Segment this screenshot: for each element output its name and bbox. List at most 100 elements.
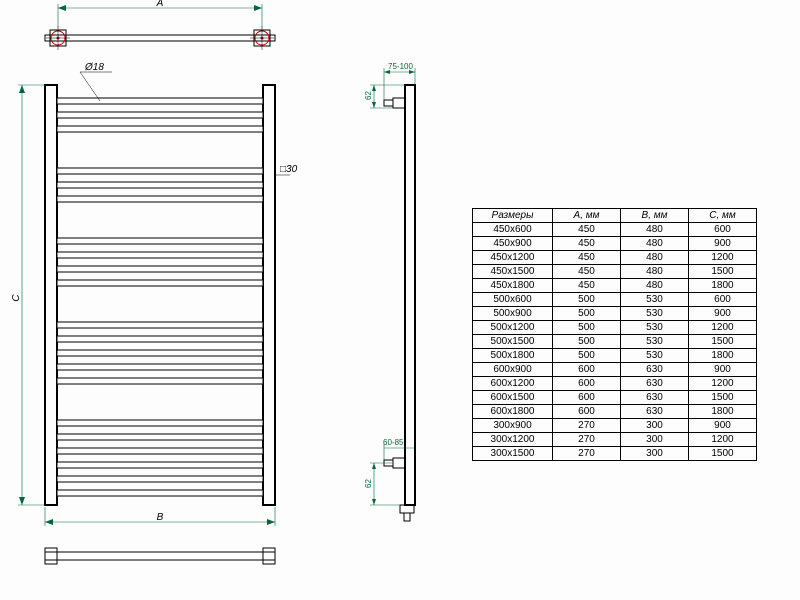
table-row: 500x15005005301500 bbox=[473, 335, 757, 349]
table-row: 600x12006006301200 bbox=[473, 377, 757, 391]
table-cell: 450x1500 bbox=[473, 265, 553, 279]
table-cell: 1800 bbox=[689, 279, 757, 293]
table-cell: 1200 bbox=[689, 433, 757, 447]
svg-text:62: 62 bbox=[364, 479, 373, 488]
table-cell: 600 bbox=[553, 391, 621, 405]
table-cell: 500x1800 bbox=[473, 349, 553, 363]
side-dim-bottom: 60-85 62 bbox=[364, 438, 415, 505]
dimension-c: C bbox=[11, 85, 45, 505]
front-view bbox=[45, 85, 275, 505]
table-cell: 600 bbox=[689, 223, 757, 237]
table-cell: 450x1200 bbox=[473, 251, 553, 265]
section-callout: □30 bbox=[275, 164, 298, 175]
col-a: A, мм bbox=[553, 209, 621, 223]
table-row: 300x900270300900 bbox=[473, 419, 757, 433]
svg-text:B: B bbox=[157, 512, 164, 523]
table-row: 600x18006006301800 bbox=[473, 405, 757, 419]
table-cell: 300 bbox=[621, 433, 689, 447]
table-cell: 270 bbox=[553, 433, 621, 447]
col-c: C, мм bbox=[689, 209, 757, 223]
dimensions-table: Размеры A, мм B, мм C, мм 450x6004504806… bbox=[472, 208, 757, 461]
table-cell: 530 bbox=[621, 321, 689, 335]
table-cell: 450x1800 bbox=[473, 279, 553, 293]
table-cell: 1800 bbox=[689, 349, 757, 363]
col-b: B, мм bbox=[621, 209, 689, 223]
table-cell: 480 bbox=[621, 265, 689, 279]
table-cell: 600x900 bbox=[473, 363, 553, 377]
table-cell: 480 bbox=[621, 279, 689, 293]
table-cell: 1500 bbox=[689, 447, 757, 461]
table-cell: 1500 bbox=[689, 265, 757, 279]
svg-text:62: 62 bbox=[364, 91, 373, 100]
table-cell: 630 bbox=[621, 391, 689, 405]
table-cell: 900 bbox=[689, 419, 757, 433]
table-cell: 500x1500 bbox=[473, 335, 553, 349]
table-row: 450x12004504801200 bbox=[473, 251, 757, 265]
table-cell: 450 bbox=[553, 223, 621, 237]
table-cell: 450 bbox=[553, 279, 621, 293]
table-cell: 530 bbox=[621, 293, 689, 307]
table-cell: 1500 bbox=[689, 335, 757, 349]
table-cell: 900 bbox=[689, 307, 757, 321]
table-row: 500x900500530900 bbox=[473, 307, 757, 321]
table-row: 600x900600630900 bbox=[473, 363, 757, 377]
table-cell: 500 bbox=[553, 307, 621, 321]
table-cell: 600 bbox=[689, 293, 757, 307]
svg-text:□30: □30 bbox=[280, 164, 298, 175]
table-cell: 530 bbox=[621, 335, 689, 349]
svg-text:C: C bbox=[11, 294, 22, 302]
table-cell: 600x1200 bbox=[473, 377, 553, 391]
table-cell: 300x900 bbox=[473, 419, 553, 433]
top-view bbox=[45, 26, 275, 50]
table-cell: 630 bbox=[621, 377, 689, 391]
table-cell: 530 bbox=[621, 349, 689, 363]
table-cell: 300x1500 bbox=[473, 447, 553, 461]
bottom-view bbox=[45, 548, 275, 564]
table-cell: 270 bbox=[553, 447, 621, 461]
table-cell: 300 bbox=[621, 419, 689, 433]
table-header-row: Размеры A, мм B, мм C, мм bbox=[473, 209, 757, 223]
table-cell: 500 bbox=[553, 349, 621, 363]
svg-text:A: A bbox=[156, 0, 164, 9]
col-sizes: Размеры bbox=[473, 209, 553, 223]
table-cell: 480 bbox=[621, 223, 689, 237]
table-cell: 600x1500 bbox=[473, 391, 553, 405]
dimension-a: A bbox=[58, 0, 262, 28]
table-cell: 450x900 bbox=[473, 237, 553, 251]
table-cell: 500x600 bbox=[473, 293, 553, 307]
table-cell: 600x1800 bbox=[473, 405, 553, 419]
table-cell: 1200 bbox=[689, 321, 757, 335]
table-row: 300x12002703001200 bbox=[473, 433, 757, 447]
table-row: 450x15004504801500 bbox=[473, 265, 757, 279]
table-cell: 500 bbox=[553, 321, 621, 335]
table-cell: 500x1200 bbox=[473, 321, 553, 335]
table-row: 450x18004504801800 bbox=[473, 279, 757, 293]
table-cell: 480 bbox=[621, 251, 689, 265]
table-cell: 450 bbox=[553, 251, 621, 265]
table-cell: 1200 bbox=[689, 251, 757, 265]
table-row: 500x600500530600 bbox=[473, 293, 757, 307]
table-cell: 450 bbox=[553, 237, 621, 251]
table-row: 500x12005005301200 bbox=[473, 321, 757, 335]
table-cell: 500 bbox=[553, 293, 621, 307]
table-row: 500x18005005301800 bbox=[473, 349, 757, 363]
table-cell: 900 bbox=[689, 237, 757, 251]
table-cell: 530 bbox=[621, 307, 689, 321]
table-cell: 1800 bbox=[689, 405, 757, 419]
table-cell: 300x1200 bbox=[473, 433, 553, 447]
table-row: 450x900450480900 bbox=[473, 237, 757, 251]
table-cell: 600 bbox=[553, 405, 621, 419]
table-row: 450x600450480600 bbox=[473, 223, 757, 237]
svg-text:Ø18: Ø18 bbox=[84, 62, 104, 73]
table-cell: 1500 bbox=[689, 391, 757, 405]
table-cell: 900 bbox=[689, 363, 757, 377]
table-cell: 480 bbox=[621, 237, 689, 251]
table-cell: 450x600 bbox=[473, 223, 553, 237]
table-cell: 500 bbox=[553, 335, 621, 349]
dimension-b: B bbox=[45, 507, 275, 526]
table-cell: 300 bbox=[621, 447, 689, 461]
table-row: 600x15006006301500 bbox=[473, 391, 757, 405]
table-cell: 500x900 bbox=[473, 307, 553, 321]
table-cell: 450 bbox=[553, 265, 621, 279]
table-cell: 600 bbox=[553, 363, 621, 377]
